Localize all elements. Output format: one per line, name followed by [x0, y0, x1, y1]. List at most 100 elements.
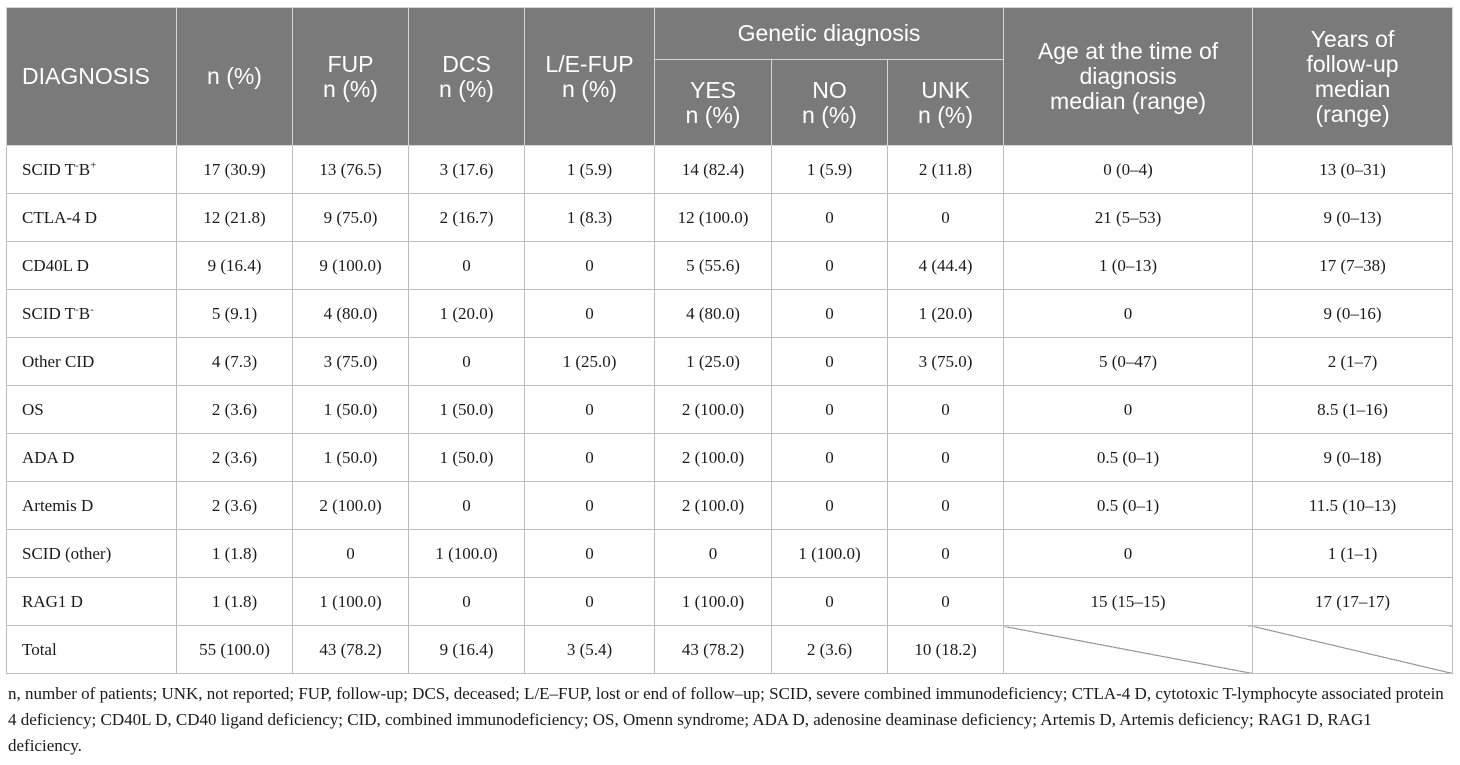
cell-years: 11.5 (10–13)	[1252, 481, 1454, 530]
label-text: SCID T	[22, 159, 76, 179]
total-yes: 43 (78.2)	[654, 625, 772, 674]
header-yes: YES n (%)	[654, 59, 772, 146]
row-label: SCID (other)	[6, 529, 177, 578]
cell-no: 1 (5.9)	[771, 145, 888, 194]
header-yes-line1: YES	[689, 76, 737, 103]
total-no: 2 (3.6)	[771, 625, 888, 674]
cell-fup: 13 (76.5)	[292, 145, 409, 194]
cell-dcs: 0	[408, 241, 525, 290]
row-label: CD40L D	[6, 241, 177, 290]
table-row: OS 2 (3.6) 1 (50.0) 1 (50.0) 0 2 (100.0)…	[6, 385, 1454, 434]
cell-unk: 0	[886, 529, 1005, 578]
header-years-line4: (range)	[1315, 100, 1390, 127]
cell-lefup: 1 (8.3)	[524, 193, 655, 242]
cell-lefup: 1 (5.9)	[524, 145, 655, 194]
table-row: CD40L D 9 (16.4) 9 (100.0) 0 0 5 (55.6) …	[6, 241, 1454, 290]
cell-yes: 5 (55.6)	[654, 241, 772, 290]
cell-age: 0	[1003, 529, 1254, 578]
header-n: n (%)	[176, 7, 293, 146]
cell-n: 12 (21.8)	[176, 193, 293, 242]
header-age-line3: median (range)	[1050, 88, 1207, 114]
cell-fup: 4 (80.0)	[292, 289, 409, 338]
header-years: Years of follow-up median (range)	[1252, 7, 1454, 146]
cell-yes: 2 (100.0)	[654, 433, 772, 482]
cell-dcs: 0	[408, 577, 525, 626]
header-years-line2: follow-up	[1306, 50, 1399, 77]
cell-unk: 3 (75.0)	[886, 337, 1005, 386]
cell-years: 1 (1–1)	[1252, 529, 1454, 578]
cell-unk: 4 (44.4)	[886, 241, 1005, 290]
cell-years: 9 (0–13)	[1252, 193, 1454, 242]
cell-no: 0	[771, 337, 888, 386]
cell-fup: 9 (100.0)	[292, 241, 409, 290]
row-label: ADA D	[6, 433, 177, 482]
cell-age: 5 (0–47)	[1003, 337, 1254, 386]
cell-dcs: 3 (17.6)	[408, 145, 525, 194]
cell-age: 1 (0–13)	[1003, 241, 1254, 290]
cell-n: 5 (9.1)	[176, 289, 293, 338]
cell-years: 9 (0–16)	[1252, 289, 1454, 338]
table-row: SCID (other) 1 (1.8) 0 1 (100.0) 0 0 1 (…	[6, 529, 1454, 578]
total-dcs: 9 (16.4)	[408, 625, 525, 674]
table-row: ADA D 2 (3.6) 1 (50.0) 1 (50.0) 0 2 (100…	[6, 433, 1454, 482]
cell-unk: 0	[886, 193, 1005, 242]
table-footnote: n, number of patients; UNK, not reported…	[8, 684, 1444, 755]
header-years-line1: Years of	[1310, 25, 1395, 52]
cell-unk: 0	[886, 481, 1005, 530]
cell-lefup: 0	[524, 529, 655, 578]
header-yes-line2: n (%)	[685, 101, 741, 128]
cell-yes: 0	[654, 529, 772, 578]
cell-dcs: 1 (100.0)	[408, 529, 525, 578]
diagnosis-table: DIAGNOSIS n (%) FUP n (%) DCS n (%) L/E-…	[6, 7, 1454, 674]
header-diagnosis: DIAGNOSIS	[6, 7, 177, 146]
total-unk: 10 (18.2)	[886, 625, 1005, 674]
cell-fup: 1 (50.0)	[292, 433, 409, 482]
header-fup-line2: n (%)	[323, 75, 378, 102]
header-unk-line1: UNK	[921, 76, 970, 103]
cell-age: 0.5 (0–1)	[1003, 481, 1254, 530]
total-label: Total	[6, 625, 177, 674]
header-dcs-line1: DCS	[442, 50, 491, 77]
total-fup: 43 (78.2)	[292, 625, 409, 674]
cell-yes: 1 (100.0)	[654, 577, 772, 626]
cell-unk: 0	[886, 433, 1005, 482]
cell-dcs: 1 (20.0)	[408, 289, 525, 338]
cell-age: 0	[1003, 289, 1254, 338]
header-years-line3: median	[1314, 75, 1391, 102]
cell-yes: 4 (80.0)	[654, 289, 772, 338]
cell-years: 17 (17–17)	[1252, 577, 1454, 626]
cell-lefup: 0	[524, 241, 655, 290]
cell-years: 2 (1–7)	[1252, 337, 1454, 386]
cell-fup: 2 (100.0)	[292, 481, 409, 530]
header-lefup: L/E-FUP n (%)	[524, 7, 655, 146]
cell-yes: 12 (100.0)	[654, 193, 772, 242]
cell-lefup: 0	[524, 433, 655, 482]
cell-unk: 2 (11.8)	[886, 145, 1005, 194]
cell-n: 9 (16.4)	[176, 241, 293, 290]
row-label: RAG1 D	[6, 577, 177, 626]
header-age: Age at the time of diagnosis median (ran…	[1003, 7, 1254, 146]
cell-age: 15 (15–15)	[1003, 577, 1254, 626]
cell-years: 9 (0–18)	[1252, 433, 1454, 482]
total-lefup: 3 (5.4)	[524, 625, 655, 674]
label-sup: -	[75, 158, 79, 171]
header-age-line1: Age at the time of	[1037, 38, 1219, 64]
total-n: 55 (100.0)	[176, 625, 293, 674]
label-sup: -	[75, 302, 79, 315]
cell-dcs: 0	[408, 337, 525, 386]
cell-no: 0	[771, 289, 888, 338]
cell-age: 0.5 (0–1)	[1003, 433, 1254, 482]
cell-yes: 14 (82.4)	[654, 145, 772, 194]
cell-unk: 0	[886, 577, 1005, 626]
cell-yes: 2 (100.0)	[654, 481, 772, 530]
label-mid: B	[78, 303, 91, 323]
cell-no: 0	[771, 241, 888, 290]
cell-years: 17 (7–38)	[1252, 241, 1454, 290]
header-lefup-line2: n (%)	[562, 75, 617, 102]
cell-dcs: 1 (50.0)	[408, 433, 525, 482]
cell-years: 13 (0–31)	[1252, 145, 1454, 194]
cell-no: 0	[771, 577, 888, 626]
cell-fup: 3 (75.0)	[292, 337, 409, 386]
cell-dcs: 1 (50.0)	[408, 385, 525, 434]
header-fup-line1: FUP	[327, 50, 374, 77]
